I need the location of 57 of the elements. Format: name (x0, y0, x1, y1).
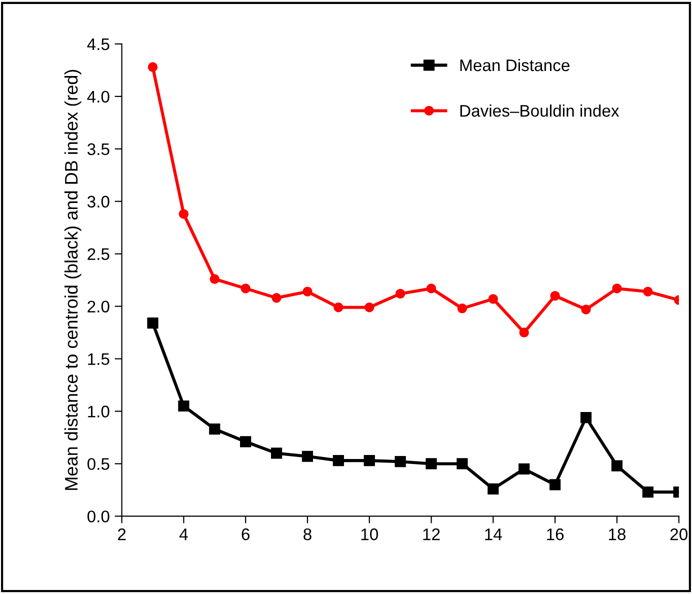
x-tick-label: 14 (485, 528, 502, 540)
point (334, 302, 344, 312)
point (643, 286, 653, 296)
x-tick-label: 18 (608, 528, 626, 540)
point (178, 209, 189, 219)
y-tick-label: 4.5 (87, 38, 110, 50)
x-tick-label: 16 (547, 528, 564, 540)
x-tick-label: 8 (304, 528, 312, 540)
point (332, 455, 344, 466)
point (394, 456, 406, 468)
point (426, 458, 437, 470)
point (457, 304, 468, 314)
point (612, 284, 622, 294)
y-tick-label: 1.5 (88, 353, 110, 365)
point (518, 463, 530, 475)
point (209, 424, 220, 435)
point (580, 412, 592, 424)
point (240, 284, 250, 294)
point (581, 304, 591, 314)
point (642, 486, 654, 498)
point (519, 328, 529, 338)
point (611, 460, 623, 472)
y-tick-label: 0.0 (87, 510, 110, 522)
point (456, 458, 468, 470)
point (147, 318, 158, 329)
point (302, 450, 314, 462)
legend-label: Davies–Bouldin index (460, 104, 620, 117)
point (395, 288, 406, 299)
point (272, 293, 282, 303)
point (148, 62, 158, 72)
point (270, 448, 282, 459)
point (178, 400, 190, 412)
x-tick-label: 10 (361, 528, 378, 540)
point (240, 436, 252, 448)
point (302, 286, 312, 296)
y-tick-label: 3.5 (87, 143, 110, 156)
x-tick-label: 2 (118, 528, 126, 540)
x-tick-label: 12 (423, 528, 440, 540)
y-tick-label: 0.5 (87, 458, 110, 470)
y-axis-title: Mean distance to centroid (black) and DB index (red) (64, 70, 82, 490)
point (488, 483, 499, 494)
point (426, 284, 436, 294)
point (550, 290, 560, 301)
y-tick-label: 2.0 (88, 300, 110, 313)
point (550, 479, 561, 490)
y-tick-label: 3.0 (87, 196, 110, 208)
x-tick-label: 4 (179, 528, 188, 540)
y-tick-label: 1.0 (88, 406, 110, 418)
point (488, 294, 498, 304)
point (364, 455, 375, 466)
x-tick-label: 6 (242, 528, 250, 540)
y-tick-label: 2.5 (88, 248, 110, 260)
y-tick-label: 4.0 (87, 90, 110, 103)
point (210, 274, 220, 284)
point (364, 302, 374, 312)
x-tick-label: 20 (670, 528, 688, 540)
legend-label: Mean Distance (460, 58, 570, 72)
